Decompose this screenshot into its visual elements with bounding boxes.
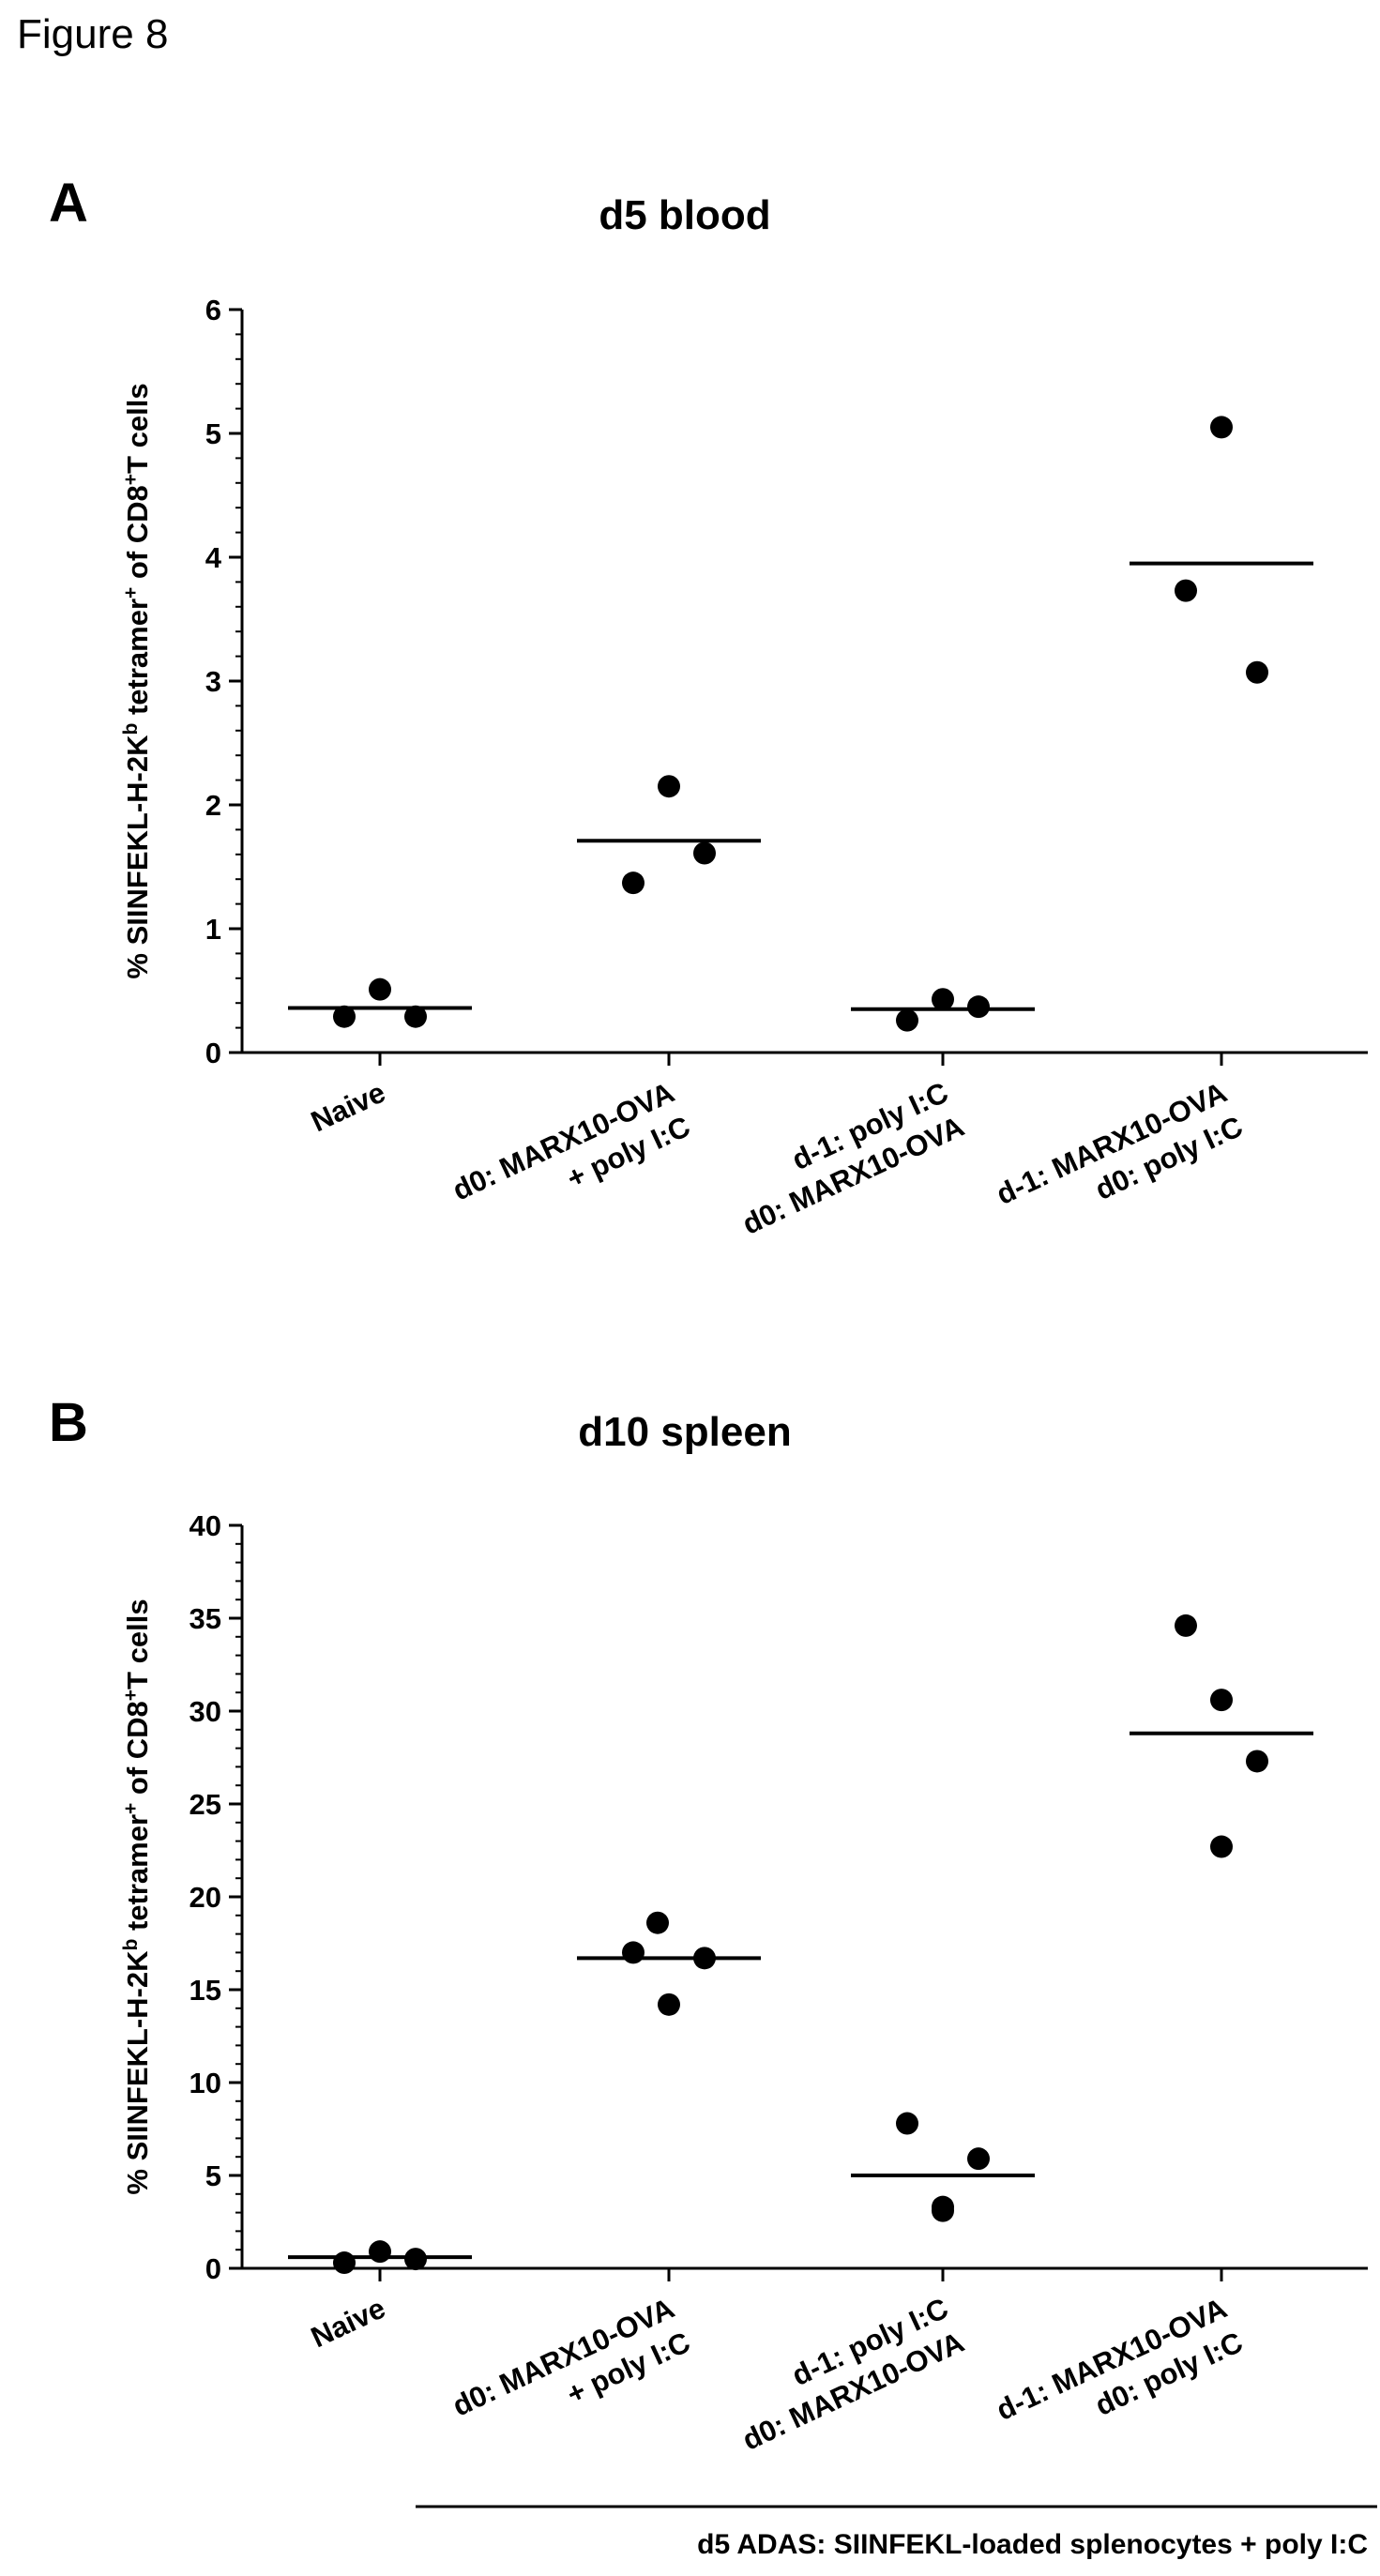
panel-a-data-point bbox=[369, 977, 391, 1001]
panel-b-data-point bbox=[1210, 1835, 1233, 1858]
panel-a-category-label: d-1: MARX10-OVAd0: poly I:C bbox=[992, 1076, 1248, 1246]
panel-b-data-point bbox=[1210, 1689, 1233, 1712]
panel-letter-a: A bbox=[49, 173, 88, 234]
panel-b-y-tick-label: 20 bbox=[190, 1881, 221, 1914]
panel-a-y-tick-label: 1 bbox=[205, 913, 221, 946]
panel-a-y-tick-label: 5 bbox=[205, 417, 221, 450]
panel-a-data-point bbox=[404, 1005, 427, 1028]
panel-b-category-label: d-1: poly I:Cd0: MARX10-OVA bbox=[721, 2292, 969, 2457]
panel-a-y-axis-label: % SIINFEKL-H-2Kb tetramer+ of CD8+T cell… bbox=[120, 383, 155, 978]
panel-a-category-label: d-1: poly I:Cd0: MARX10-OVA bbox=[721, 1076, 969, 1241]
panel-a-y-tick-label: 0 bbox=[205, 1037, 221, 1069]
panel-b-data-point bbox=[1246, 1750, 1268, 1773]
panel-b-data-point bbox=[404, 2248, 427, 2271]
panel-b-y-tick-label: 5 bbox=[205, 2159, 221, 2192]
panel-b-data-point bbox=[693, 1947, 716, 1970]
panel-b-y-tick-label: 0 bbox=[205, 2252, 221, 2285]
panel-a-data-point bbox=[333, 1005, 356, 1028]
panel-b-category-label: Naive bbox=[306, 2292, 390, 2355]
panel-b-category-label: d0: MARX10-OVA+ poly I:C bbox=[447, 2292, 695, 2457]
panel-a-data-point bbox=[932, 988, 954, 1011]
panel-a-y-tick-label: 4 bbox=[205, 541, 222, 574]
panel-b-data-point bbox=[967, 2147, 990, 2171]
panel-b-y-axis-label: % SIINFEKL-H-2Kb tetramer+ of CD8+T cell… bbox=[120, 1599, 155, 2194]
panel-b-y-tick-label: 10 bbox=[190, 2067, 221, 2099]
panel-a-data-point bbox=[967, 995, 990, 1019]
panel-b-category-label: d-1: MARX10-OVAd0: poly I:C bbox=[992, 2292, 1248, 2462]
panel-a-category-label: Naive bbox=[306, 1076, 390, 1139]
panel-b-y-tick-label: 25 bbox=[190, 1788, 221, 1821]
panel-a-data-point bbox=[1175, 579, 1197, 602]
panel-b-y-tick-label: 40 bbox=[190, 1509, 221, 1542]
panel-b-y-tick-label: 35 bbox=[190, 1602, 221, 1635]
panel-a-data-point bbox=[622, 871, 645, 895]
panel-a-category-label: d0: MARX10-OVA+ poly I:C bbox=[447, 1076, 695, 1241]
panel-a-data-point bbox=[896, 1008, 918, 1032]
panel-b-data-point bbox=[369, 2240, 391, 2264]
panel-b-data-point bbox=[932, 2195, 954, 2219]
panel-b-data-point bbox=[622, 1941, 645, 1964]
panel-b-data-point bbox=[896, 2112, 918, 2135]
panel-a-data-point bbox=[1246, 660, 1268, 684]
panel-b-y-tick-label: 30 bbox=[190, 1695, 221, 1728]
panel-a-y-tick-label: 3 bbox=[205, 665, 221, 698]
panel-a-data-point bbox=[658, 775, 680, 798]
figure-title: Figure 8 bbox=[17, 11, 169, 57]
panel-b-y-tick-label: 15 bbox=[190, 1974, 221, 2007]
panel-a-y-tick-label: 6 bbox=[205, 294, 221, 326]
panel-b-data-point bbox=[658, 1993, 680, 2016]
panel-a-data-point bbox=[693, 841, 716, 865]
panel-b-data-point bbox=[1175, 1614, 1197, 1637]
footnote-text: d5 ADAS: SIINFEKL-loaded splenocytes + p… bbox=[697, 2529, 1368, 2560]
panel-a-data-point bbox=[1210, 416, 1233, 439]
panel-b-title: d10 spleen bbox=[578, 1409, 792, 1455]
panel-letter-b: B bbox=[49, 1392, 88, 1453]
panel-a-title: d5 blood bbox=[599, 192, 771, 238]
panel-a-y-tick-label: 2 bbox=[205, 789, 221, 822]
panel-b-data-point bbox=[333, 2251, 356, 2275]
panel-b-data-point bbox=[646, 1911, 669, 1934]
